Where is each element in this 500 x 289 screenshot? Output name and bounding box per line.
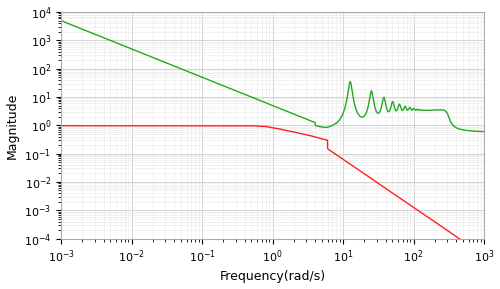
X-axis label: Frequency(rad/s): Frequency(rad/s)	[220, 271, 326, 284]
Y-axis label: Magnitude: Magnitude	[6, 92, 18, 159]
